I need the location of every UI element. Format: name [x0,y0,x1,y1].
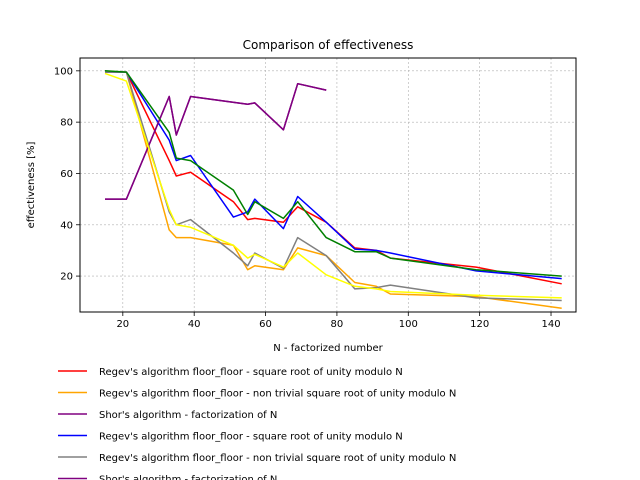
x-tick-label: 120 [470,319,489,330]
x-tick-label: 100 [399,319,418,330]
series-line-4 [105,71,562,302]
y-tick-label: 60 [60,169,73,180]
y-axis-label: effectiveness [%] [26,141,37,228]
legend: Regev's algorithm floor_floor - square r… [58,367,456,480]
series-line-3 [105,71,562,280]
x-tick-label: 140 [541,319,560,330]
legend-entry: Shor's algorithm - factorization of N [99,410,277,421]
y-tick-label: 40 [60,220,73,231]
series-lines [104,70,562,309]
y-tick-label: 100 [54,66,73,77]
legend-entry: Regev's algorithm floor_floor - square r… [99,367,403,378]
chart-title: Comparison of effectiveness [243,38,414,52]
series-line-5 [105,82,327,200]
x-tick-label: 20 [116,319,129,330]
plot-frame [79,57,577,313]
series-line-7 [104,72,562,299]
x-axis-label: N - factorized number [273,343,383,354]
legend-entry: Regev's algorithm floor_floor - non triv… [99,453,456,464]
y-tick-label: 80 [60,118,73,129]
series-line-6 [104,70,562,277]
y-axis-ticks: 20 40 60 80 100 [54,66,80,283]
x-tick-label: 80 [331,319,344,330]
legend-entry: Shor's algorithm - factorization of N [99,475,277,480]
legend-entry: Regev's algorithm floor_floor - square r… [99,432,403,443]
x-axis-ticks: 20 40 60 80 100 120 140 [116,312,561,330]
x-tick-label: 40 [188,319,201,330]
x-tick-label: 60 [259,319,272,330]
legend-entry: Regev's algorithm floor_floor - non triv… [99,389,456,400]
y-tick-label: 20 [60,272,73,283]
series-line-0 [105,71,562,285]
